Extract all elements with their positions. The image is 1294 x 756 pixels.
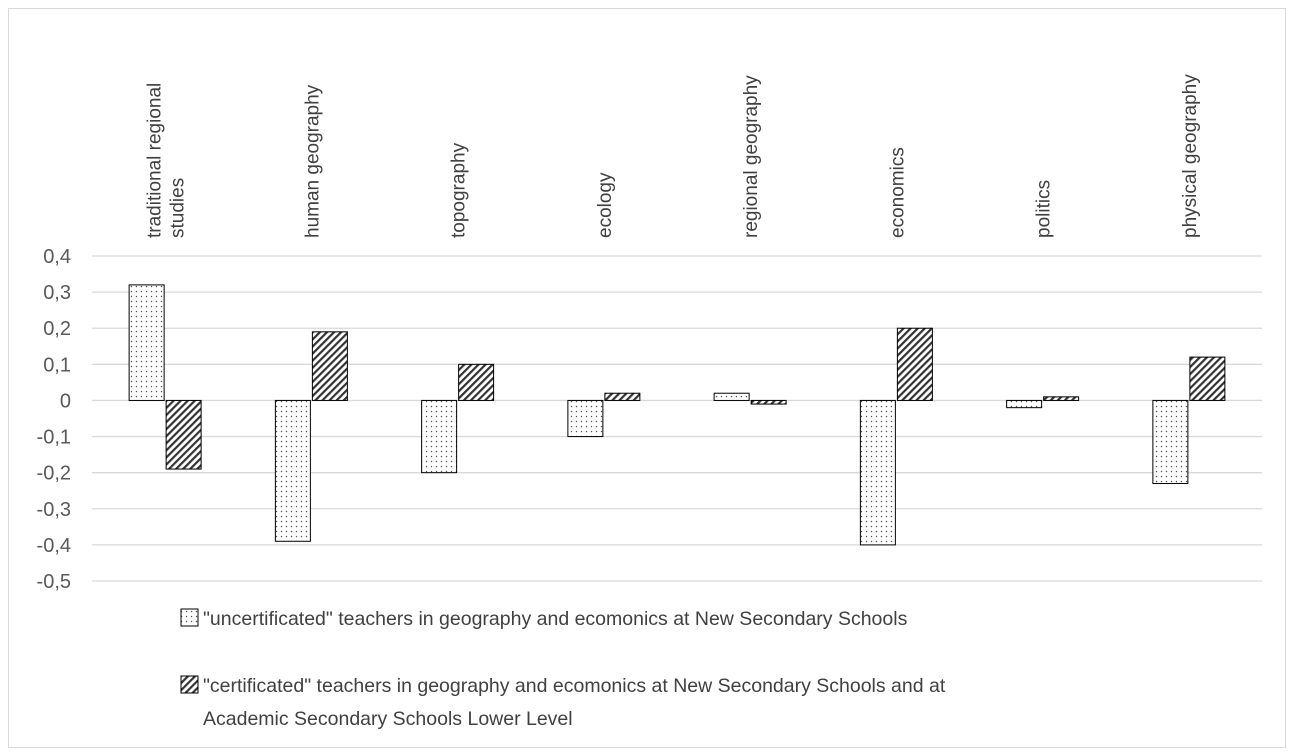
bar-uncertificated-6 xyxy=(1006,399,1043,409)
bar-uncertificated-1 xyxy=(274,399,311,542)
bar-certificated-2 xyxy=(458,363,495,401)
bar-uncertificated-7 xyxy=(1152,399,1189,485)
y-tick-label: 0 xyxy=(60,390,71,412)
category-label-line: studies xyxy=(168,178,189,238)
chart-frame xyxy=(8,8,1286,748)
legend-label: "certificated" teachers in geography and… xyxy=(203,675,946,697)
category-label-line: politics xyxy=(1034,180,1055,238)
bar-certificated-4 xyxy=(750,399,787,405)
category-label: physical geography xyxy=(1180,74,1201,238)
category-label: economics xyxy=(887,147,908,238)
y-tick-label: 0,2 xyxy=(43,318,71,340)
category-label: human geography xyxy=(302,84,323,238)
y-tick-label: -0,2 xyxy=(37,463,71,485)
bar-uncertificated-0 xyxy=(128,284,165,401)
category-label: topography xyxy=(449,142,470,238)
bar-uncertificated-5 xyxy=(859,399,896,546)
category-label: ecology xyxy=(595,172,616,238)
category-label-line: economics xyxy=(887,147,908,238)
y-tick-label: -0,4 xyxy=(37,535,71,557)
category-label: politics xyxy=(1034,180,1055,238)
bar-certificated-1 xyxy=(311,331,348,401)
y-tick-label: 0,4 xyxy=(43,246,71,268)
category-label: traditional regional studies xyxy=(145,83,189,238)
y-tick-label: 0,1 xyxy=(43,354,71,376)
bar-uncertificated-2 xyxy=(421,399,458,474)
bar-certificated-6 xyxy=(1043,396,1080,401)
bar-certificated-3 xyxy=(604,392,641,401)
y-tick-label: -0,5 xyxy=(37,571,71,593)
bar-uncertificated-3 xyxy=(567,399,604,438)
category-label-line: ecology xyxy=(595,172,616,238)
category-label-line: physical geography xyxy=(1180,74,1201,238)
bar-uncertificated-4 xyxy=(713,392,750,401)
bar-certificated-0 xyxy=(165,399,202,470)
category-label-line: topography xyxy=(449,142,470,238)
legend-label: Academic Secondary Schools Lower Level xyxy=(203,708,573,730)
legend: "uncertificated" teachers in geography a… xyxy=(180,608,946,730)
category-label-line: regional geography xyxy=(741,75,762,238)
y-tick-label: 0,3 xyxy=(43,282,71,304)
legend-label: "uncertificated" teachers in geography a… xyxy=(203,608,908,630)
y-axis-tick-labels: 0,4 0,3 0,2 0,1 0 -0,1 -0,2 -0,3 -0,4 -0,5 xyxy=(37,246,71,593)
legend-swatch-uncertificated xyxy=(180,608,199,627)
y-tick-label: -0,1 xyxy=(37,427,71,449)
category-label-line: traditional regional xyxy=(145,83,166,238)
category-labels: traditional regional studies human geograp… xyxy=(145,74,1201,238)
bars xyxy=(128,284,1226,546)
category-label-line: human geography xyxy=(302,84,323,238)
category-label: regional geography xyxy=(741,75,762,238)
gridlines xyxy=(92,255,1262,582)
bar-certificated-7 xyxy=(1189,356,1226,401)
legend-swatch-certificated xyxy=(180,675,199,694)
bar-certificated-5 xyxy=(896,327,933,401)
y-tick-label: -0,3 xyxy=(37,499,71,521)
